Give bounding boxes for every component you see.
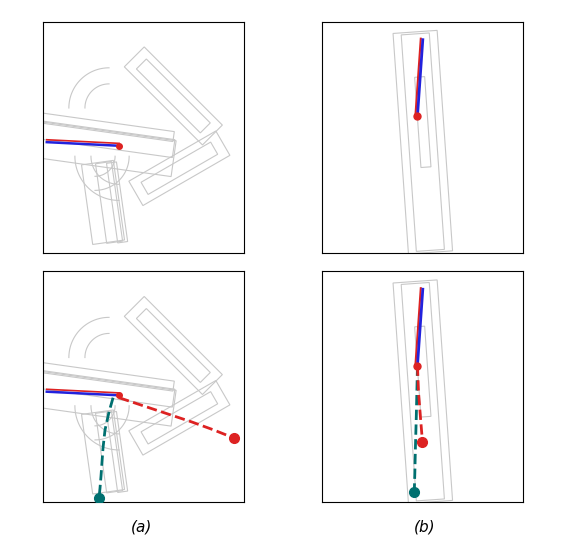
Text: (b): (b) xyxy=(414,519,435,535)
Text: (a): (a) xyxy=(131,519,152,535)
